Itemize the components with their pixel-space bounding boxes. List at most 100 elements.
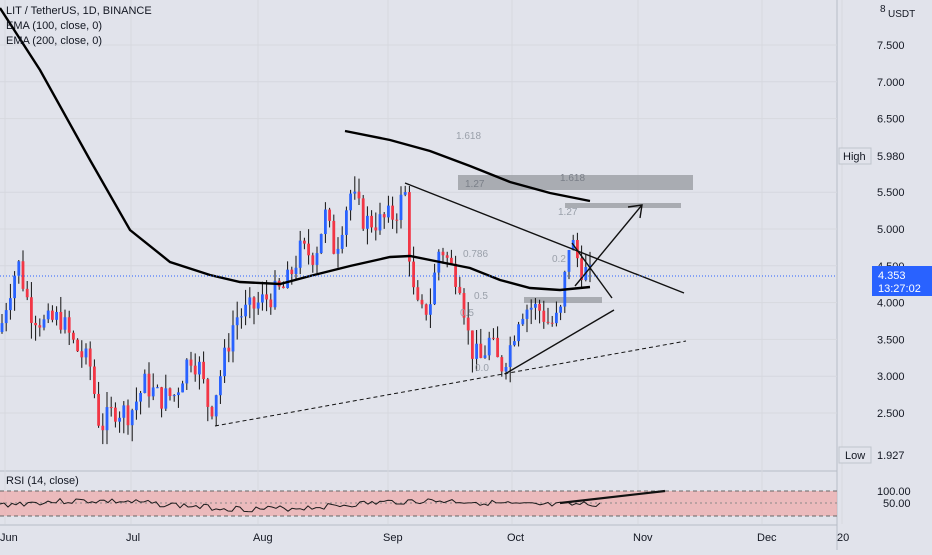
fib-label: 1.27 xyxy=(465,179,485,190)
candle-body xyxy=(328,209,331,221)
candle-body xyxy=(114,407,117,422)
candle-body xyxy=(500,357,504,372)
candle-body xyxy=(529,307,533,310)
candle-body xyxy=(534,303,537,308)
support-zone xyxy=(524,297,602,303)
candle-body xyxy=(412,261,415,288)
candle-body xyxy=(265,294,268,300)
candle-body xyxy=(408,192,411,262)
price-tick: 4.000 xyxy=(877,298,905,310)
candle-body xyxy=(147,373,151,397)
candle-body xyxy=(315,253,319,265)
candle-body xyxy=(332,220,336,254)
price-tick: 7.500 xyxy=(877,40,905,52)
fib-label: 0.5 xyxy=(474,291,488,302)
candle-body xyxy=(433,272,436,305)
candle-body xyxy=(214,395,218,417)
triangle-lower-line xyxy=(504,309,615,375)
rsi-line xyxy=(0,497,601,513)
candle-body xyxy=(576,239,579,259)
current-price-badge xyxy=(872,266,932,296)
candle-body xyxy=(151,387,155,397)
candle-body xyxy=(105,407,109,431)
candle-body xyxy=(521,318,525,325)
candle-body xyxy=(223,347,226,377)
candle-body xyxy=(4,310,8,324)
candle-body xyxy=(46,310,50,320)
candle-body xyxy=(210,406,214,417)
time-tick: 20 xyxy=(837,532,849,544)
trend-drawings xyxy=(214,182,687,427)
descending-resistance-line xyxy=(404,182,685,294)
candle-body xyxy=(261,294,264,303)
candle-body xyxy=(349,193,352,211)
candle-body xyxy=(42,319,46,328)
time-tick: Dec xyxy=(757,532,777,544)
price-pane[interactable] xyxy=(0,0,837,470)
candle-body xyxy=(206,379,210,407)
candle-body xyxy=(555,312,558,324)
price-tick: 7.000 xyxy=(877,77,905,89)
candle-body xyxy=(319,234,323,254)
candle-body xyxy=(517,324,520,342)
candle-body xyxy=(475,343,478,359)
candle-body xyxy=(504,367,508,372)
candle-body xyxy=(181,383,184,393)
candle-body xyxy=(471,330,474,359)
candle-body xyxy=(378,214,382,231)
candle-body xyxy=(496,337,499,358)
candle-body xyxy=(172,395,176,397)
candle-body xyxy=(139,392,142,402)
candle-body xyxy=(513,341,516,346)
rsi-tick: 100.00 xyxy=(877,486,911,498)
candle-body xyxy=(34,322,37,326)
candle-body xyxy=(9,298,12,311)
candle-body xyxy=(483,355,487,358)
candle-body xyxy=(227,347,231,352)
time-tick: Jul xyxy=(126,532,140,544)
candle-body xyxy=(567,250,571,272)
symbol-title[interactable]: LIT / TetherUS, 1D, BINANCE xyxy=(6,5,152,17)
grid-lines xyxy=(0,0,843,524)
candle-body xyxy=(168,388,172,396)
ascending-support-line xyxy=(214,340,687,427)
candle-body xyxy=(135,401,138,411)
low-label-box xyxy=(838,446,872,464)
ema100-legend[interactable]: EMA (100, close, 0) xyxy=(6,20,102,32)
price-ticks: 7.5007.0006.5005.5005.0004.5004.0003.500… xyxy=(877,40,905,420)
candle-body xyxy=(429,304,432,315)
candle-body xyxy=(122,405,126,418)
high-label: High xyxy=(843,151,866,163)
candle-body xyxy=(395,219,399,221)
time-axis[interactable]: Jun Jul Aug Sep Oct Nov Dec 20 xyxy=(0,532,849,544)
candle-body xyxy=(303,240,306,244)
candle-body xyxy=(403,192,407,195)
price-tick: 5.500 xyxy=(877,187,905,199)
candle-body xyxy=(101,425,105,431)
fib-label: 1.618 xyxy=(560,173,585,184)
candle-body xyxy=(240,316,243,318)
high-label-box xyxy=(838,147,872,165)
candle-body xyxy=(416,287,420,300)
rsi-legend[interactable]: RSI (14, close) xyxy=(6,475,79,487)
projection-arrow-head xyxy=(627,204,643,219)
candle-body xyxy=(248,297,252,305)
candle-body xyxy=(286,269,289,289)
candle-body xyxy=(294,267,298,275)
candle-body xyxy=(84,348,88,358)
price-axis-top: 8 xyxy=(880,4,886,15)
high-value: 5.980 xyxy=(877,151,905,163)
candle-body xyxy=(458,286,462,294)
fib-zone-upper xyxy=(458,175,693,190)
candle-body xyxy=(387,205,390,218)
rsi-trendline xyxy=(559,489,666,505)
candle-body xyxy=(441,251,445,256)
candle-body xyxy=(25,288,29,298)
ema200-legend[interactable]: EMA (200, close, 0) xyxy=(6,35,102,47)
fib-label: 0.786 xyxy=(463,249,488,260)
fib-label: 1.618 xyxy=(456,131,481,142)
candle-body xyxy=(189,359,193,366)
candle-body xyxy=(345,210,348,235)
